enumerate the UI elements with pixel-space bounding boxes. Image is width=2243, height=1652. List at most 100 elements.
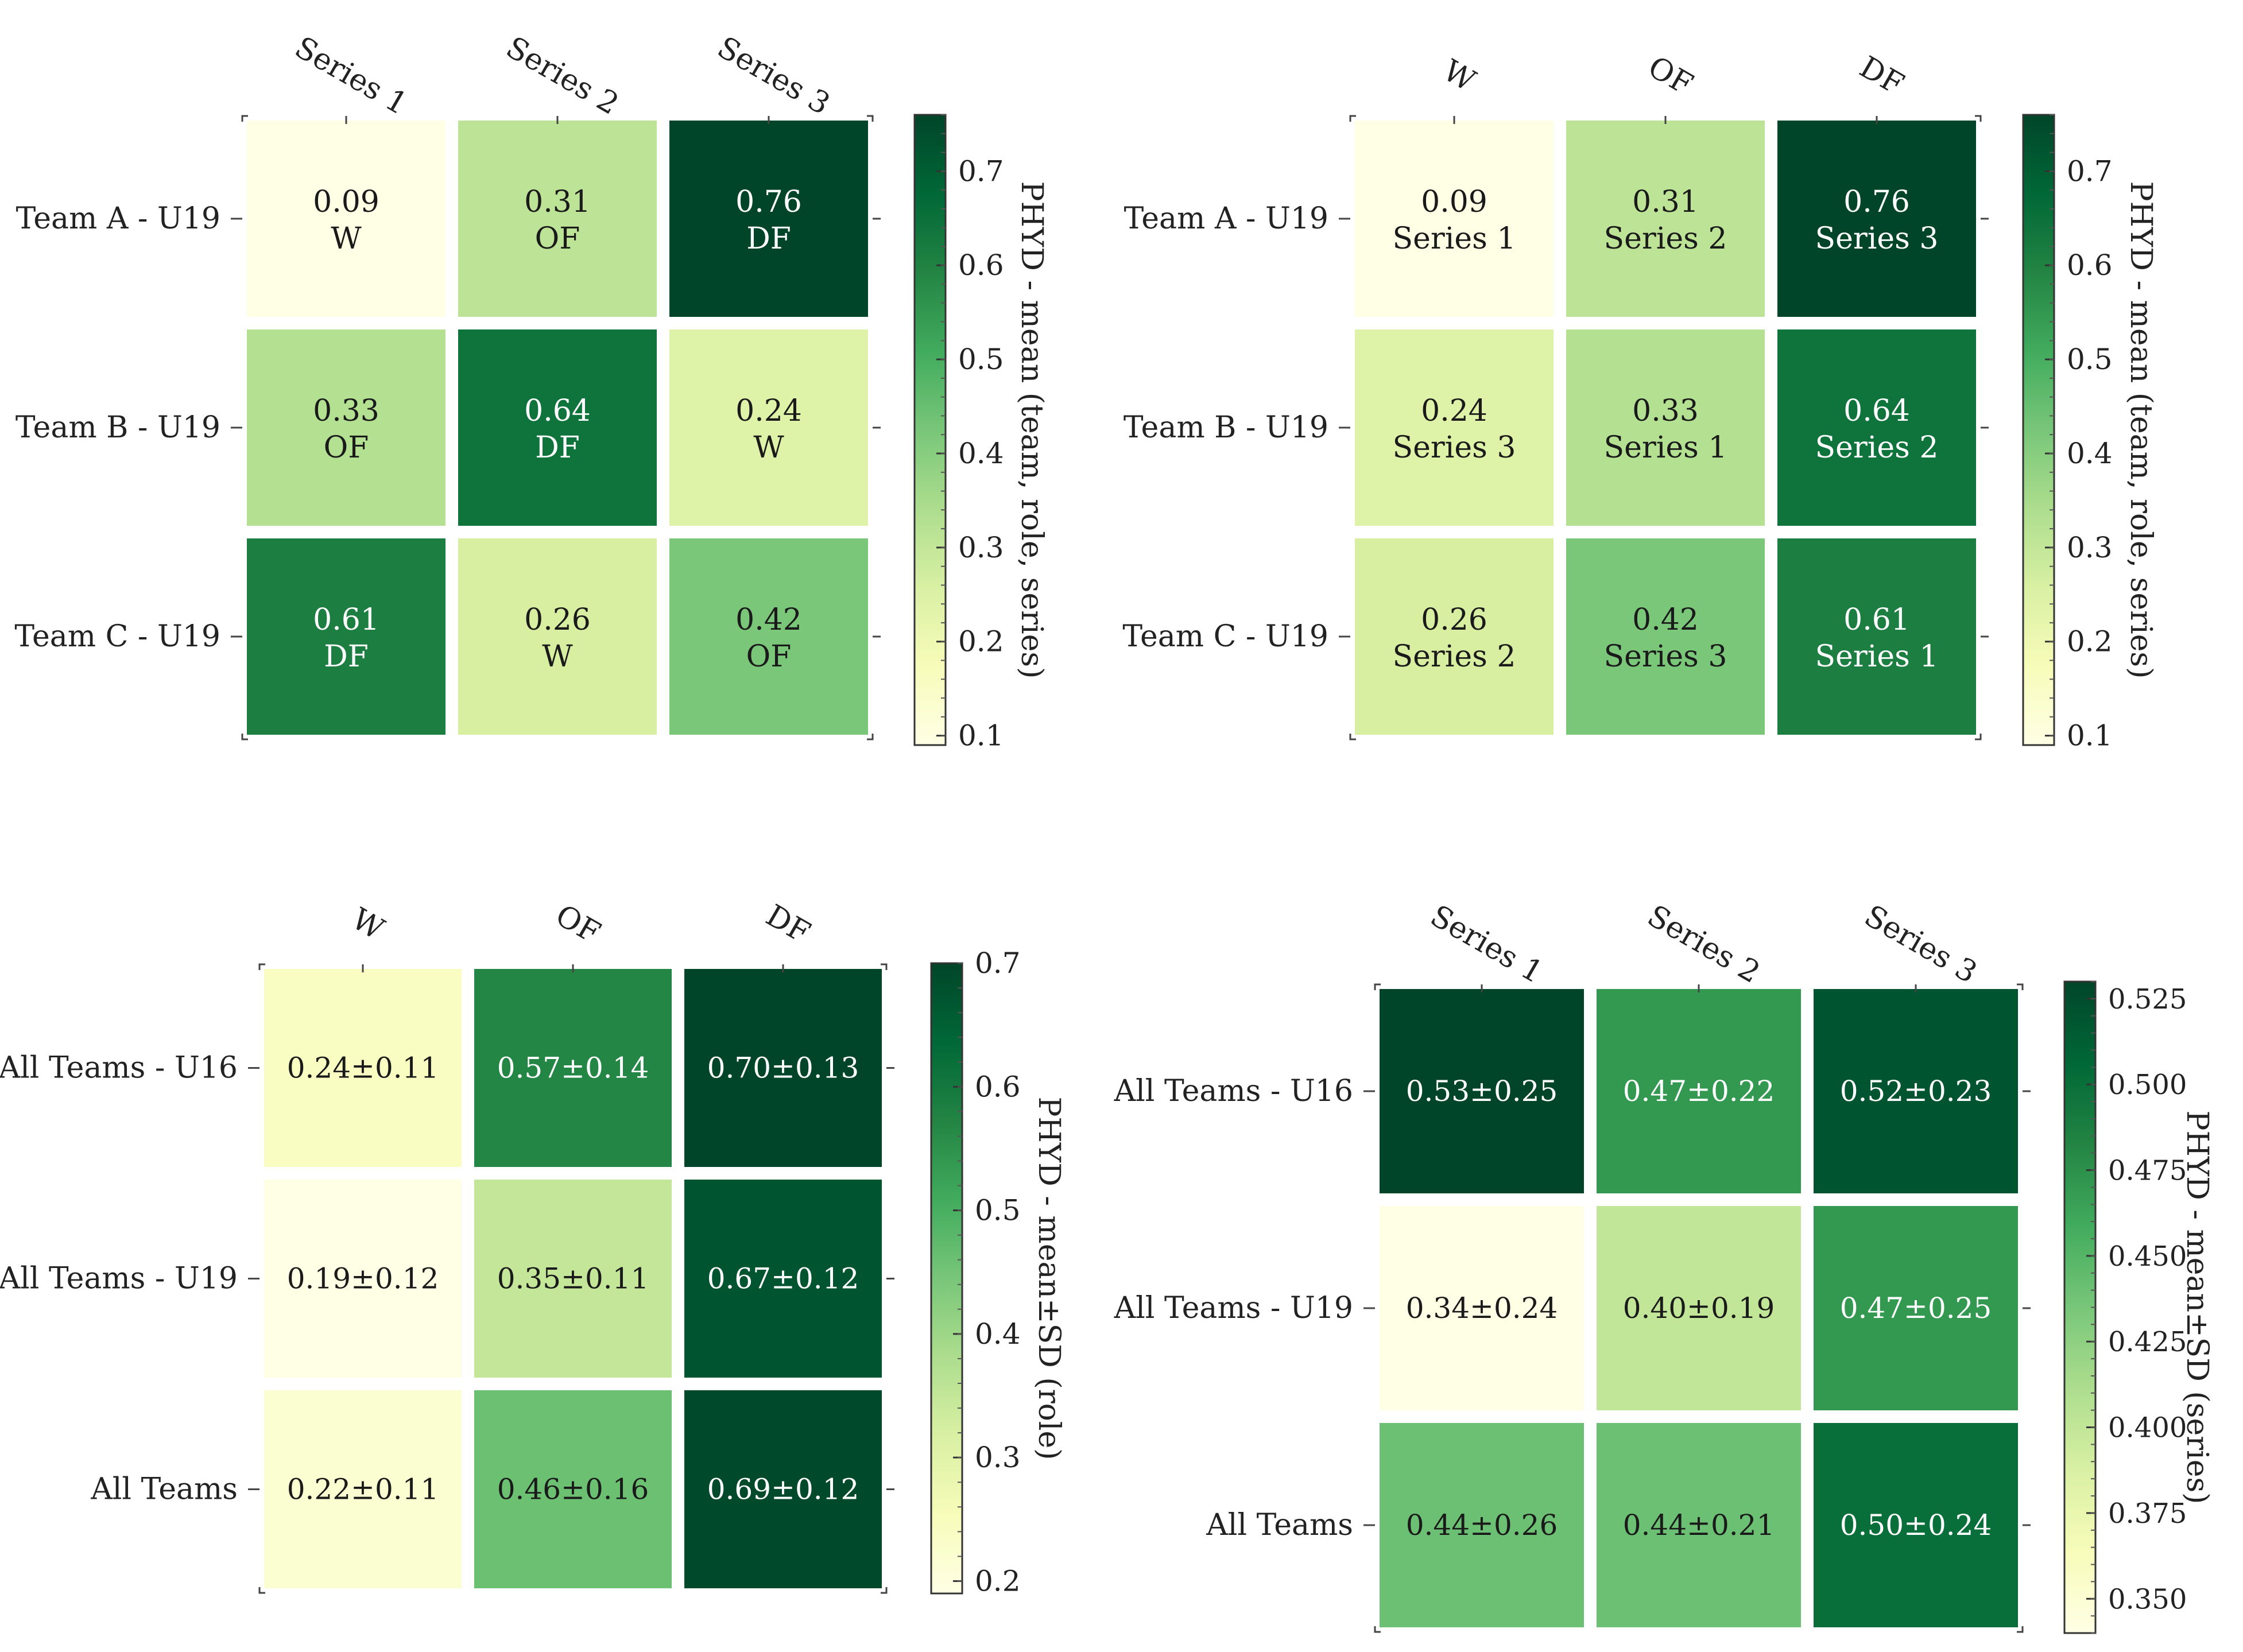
bottom-left-cell	[264, 1390, 462, 1588]
top-left-col-label: Series 1	[289, 30, 413, 122]
bottom-right-colorbar-tick-label: 0.475	[2108, 1155, 2187, 1187]
bottom-right-row-label: All Teams - U16	[1114, 1074, 1353, 1108]
top-left-cell-value: 0.31	[524, 185, 591, 219]
top-right-cell-value: 0.09	[1421, 185, 1487, 219]
bottom-right-colorbar-tick-label: 0.525	[2108, 983, 2187, 1015]
bottom-right-col-label: Series 2	[1641, 899, 1765, 990]
top-right-cell-label: Series 2	[1393, 639, 1516, 674]
top-left-cell-label: OF	[535, 222, 580, 256]
bottom-left-colorbar-tick-label: 0.2	[975, 1564, 1021, 1597]
bottom-right-axis-corner	[1374, 1626, 1381, 1633]
top-left-colorbar-tick-label: 0.6	[958, 249, 1004, 282]
top-left-cell-label: DF	[324, 639, 369, 674]
top-right-cell	[1566, 121, 1765, 317]
bottom-right-colorbar-tick-label: 0.500	[2108, 1069, 2187, 1101]
top-left-axis-corner	[867, 115, 874, 122]
bottom-left-colorbar-tick-label: 0.3	[975, 1441, 1021, 1474]
top-left-cell	[669, 121, 868, 317]
bottom-right-colorbar	[2063, 980, 2097, 1634]
bottom-right-cell	[1380, 1206, 1584, 1410]
top-right-cell	[1566, 329, 1765, 526]
bottom-left-cell	[474, 969, 672, 1167]
bottom-left-cell	[684, 969, 882, 1167]
top-left-colorbar-tick-label: 0.7	[958, 154, 1004, 188]
top-left-cell-label: OF	[324, 431, 369, 465]
top-left-cell	[247, 329, 445, 526]
bottom-right-axis-corner	[1374, 983, 1381, 990]
top-right-axis-corner	[1975, 734, 1982, 740]
top-right-row-label: Team A - U19	[1124, 201, 1328, 236]
bottom-right-row-label: All Teams - U19	[1114, 1291, 1353, 1325]
top-left-colorbar-tick-label: 0.2	[958, 625, 1004, 658]
bottom-left-cell-value: 0.67±0.12	[707, 1262, 859, 1296]
top-right-col-label: OF	[1642, 50, 1698, 102]
top-right-colorbar-tick-label: 0.3	[2067, 531, 2113, 564]
bottom-left-cell-value: 0.70±0.13	[707, 1052, 859, 1085]
top-left-cell	[458, 538, 657, 735]
bottom-right-cell-value: 0.47±0.22	[1623, 1075, 1775, 1108]
top-left-cell-value: 0.61	[313, 603, 379, 637]
bottom-right-colorbar-tick-label: 0.400	[2108, 1412, 2187, 1444]
top-right-cell-label: Series 3	[1393, 431, 1516, 465]
top-left-cell-value: 0.42	[735, 603, 802, 637]
top-left-cell	[458, 121, 657, 317]
bottom-right-col-label: Series 1	[1424, 899, 1548, 990]
top-right-cell	[1566, 538, 1765, 735]
bottom-right-cell	[1597, 1423, 1801, 1627]
bottom-right-cell-value: 0.34±0.24	[1406, 1292, 1558, 1325]
top-left-row-label: Team A - U19	[16, 201, 220, 236]
top-right-colorbar-tick-label: 0.6	[2067, 249, 2113, 282]
bottom-left-cell	[684, 1390, 882, 1588]
bottom-right-row-label: All Teams	[1206, 1508, 1353, 1542]
top-left-cell-label: DF	[746, 222, 791, 256]
bottom-right-cell	[1380, 989, 1584, 1193]
bottom-left-cell	[474, 1390, 672, 1588]
top-right-cell-label: Series 3	[1604, 639, 1727, 674]
top-left-row-label: Team B - U19	[16, 410, 220, 445]
top-right-cell-label: Series 2	[1604, 222, 1727, 256]
top-right-cell-value: 0.24	[1421, 394, 1487, 428]
bottom-right-cell	[1380, 1423, 1584, 1627]
top-right-cell-value: 0.26	[1421, 603, 1487, 637]
bottom-left-axis-corner	[881, 1587, 888, 1594]
top-right-cell	[1777, 121, 1976, 317]
top-right-cell-value: 0.61	[1843, 603, 1910, 637]
top-right-colorbar-tick-label: 0.1	[2067, 719, 2113, 753]
top-right-cell-label: Series 1	[1393, 222, 1516, 256]
top-right-cell-value: 0.64	[1843, 394, 1910, 428]
bottom-left-cell	[264, 969, 462, 1167]
bottom-right-cell-value: 0.47±0.25	[1840, 1292, 1992, 1325]
top-left-axis-corner	[867, 734, 874, 740]
bottom-left-axis-corner	[258, 963, 265, 970]
top-left-colorbar	[913, 114, 947, 746]
bottom-right-cell-value: 0.53±0.25	[1406, 1075, 1558, 1108]
top-left-cell	[458, 329, 657, 526]
top-right-row-label: Team C - U19	[1122, 619, 1328, 654]
bottom-left-col-label: OF	[549, 898, 606, 951]
top-right-colorbar-tick-label: 0.2	[2067, 625, 2113, 658]
top-left-cell-label: DF	[535, 431, 580, 465]
top-right-cell	[1355, 538, 1554, 735]
top-left-cell-value: 0.76	[735, 185, 802, 219]
top-right-colorbar-label: PHYD - mean (team, role, series)	[2124, 181, 2158, 679]
bottom-left-row-label: All Teams	[90, 1472, 238, 1507]
bottom-left-cell-value: 0.24±0.11	[287, 1052, 439, 1085]
bottom-left-axis-corner	[258, 1587, 265, 1594]
bottom-right-colorbar-tick-label: 0.350	[2108, 1583, 2187, 1615]
bottom-right-colorbar-label: PHYD - mean±SD (series)	[2180, 1111, 2214, 1504]
bottom-left-cell	[474, 1180, 672, 1378]
top-left-colorbar-tick-label: 0.1	[958, 719, 1004, 753]
top-right-cell-value: 0.31	[1632, 185, 1699, 219]
top-right-cell-label: Series 2	[1815, 431, 1939, 465]
top-right-axis-corner	[1975, 115, 1982, 122]
bottom-right-cell-value: 0.44±0.21	[1623, 1508, 1775, 1542]
bottom-left-cell-value: 0.69±0.12	[707, 1473, 859, 1506]
bottom-left-cell-value: 0.19±0.12	[287, 1262, 439, 1296]
top-left-colorbar-tick-label: 0.5	[958, 343, 1004, 376]
bottom-left-row-label: All Teams - U19	[0, 1262, 238, 1296]
top-right-colorbar-tick-label: 0.5	[2067, 343, 2113, 376]
bottom-right-col-label: Series 3	[1858, 899, 1982, 990]
top-right-colorbar-tick-label: 0.4	[2067, 437, 2113, 470]
top-left-cell-value: 0.33	[313, 394, 379, 428]
top-left-cell-value: 0.64	[524, 394, 591, 428]
